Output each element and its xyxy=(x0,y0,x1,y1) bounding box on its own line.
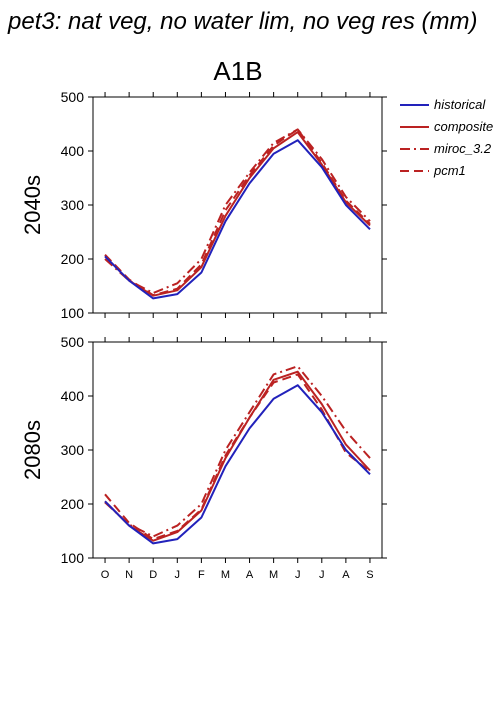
series-line-historical xyxy=(104,384,371,545)
x-tick-label: S xyxy=(366,569,373,581)
y-tick-label: 500 xyxy=(61,89,85,105)
x-tick-label: N xyxy=(125,569,133,581)
legend-label: miroc_3.2 xyxy=(434,141,492,156)
y-tick-label: 400 xyxy=(61,143,85,159)
x-tick-label: M xyxy=(269,569,278,581)
series-line-historical xyxy=(104,139,371,300)
y-tick-label: 100 xyxy=(61,550,85,566)
y-tick-label: 200 xyxy=(61,251,85,267)
series-line-composite xyxy=(104,131,371,297)
legend-label: pcm1 xyxy=(433,163,466,178)
panel-2040s: 100 200 300 400 500 2040s xyxy=(20,89,387,321)
scenario-title: A1B xyxy=(213,56,262,86)
series-line-miroc-3-2 xyxy=(104,365,371,538)
y-tick-label: 500 xyxy=(61,334,85,350)
panel-label: 2040s xyxy=(20,175,45,235)
x-tick-label: J xyxy=(175,569,181,581)
series-line-composite xyxy=(104,370,371,542)
panel-label: 2080s xyxy=(20,420,45,480)
x-tick-label: J xyxy=(319,569,325,581)
x-tick-label: A xyxy=(342,569,350,581)
x-tick-label: A xyxy=(246,569,254,581)
series-line-pcm1 xyxy=(104,373,371,541)
x-tick-label: O xyxy=(101,569,110,581)
legend: historical composite miroc_3.2 pcm1 xyxy=(400,97,493,178)
plot-frame xyxy=(92,341,383,559)
x-tick-label: D xyxy=(149,569,157,581)
figure-title: pet3: nat veg, no water lim, no veg res … xyxy=(7,8,478,35)
y-tick-label: 300 xyxy=(61,197,85,213)
y-tick-label: 300 xyxy=(61,442,85,458)
plot-frame xyxy=(92,96,383,314)
y-tick-label: 100 xyxy=(61,305,85,321)
panel-2080s: 100 200 300 400 500 O N D J F M A M J J A S 2080s xyxy=(20,334,387,581)
x-tick-label: F xyxy=(198,569,205,581)
x-tick-label: J xyxy=(295,569,301,581)
y-tick-label: 200 xyxy=(61,496,85,512)
series-line-miroc-3-2 xyxy=(104,128,371,294)
y-tick-label: 400 xyxy=(61,388,85,404)
legend-label: composite xyxy=(434,119,493,134)
legend-label: historical xyxy=(434,97,486,112)
series-line-pcm1 xyxy=(104,128,371,297)
x-tick-label: M xyxy=(221,569,230,581)
